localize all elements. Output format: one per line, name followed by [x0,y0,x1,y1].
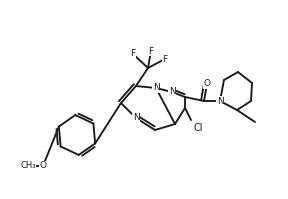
Text: F: F [130,50,136,59]
Text: Cl: Cl [193,123,202,133]
Text: O: O [39,162,46,171]
Text: O: O [204,79,211,89]
Text: N: N [133,113,139,123]
Text: N: N [153,84,159,93]
Text: F: F [148,47,154,56]
Text: N: N [169,88,175,97]
Text: N: N [217,97,223,105]
Text: CH₃: CH₃ [20,162,36,171]
Text: F: F [162,55,168,63]
